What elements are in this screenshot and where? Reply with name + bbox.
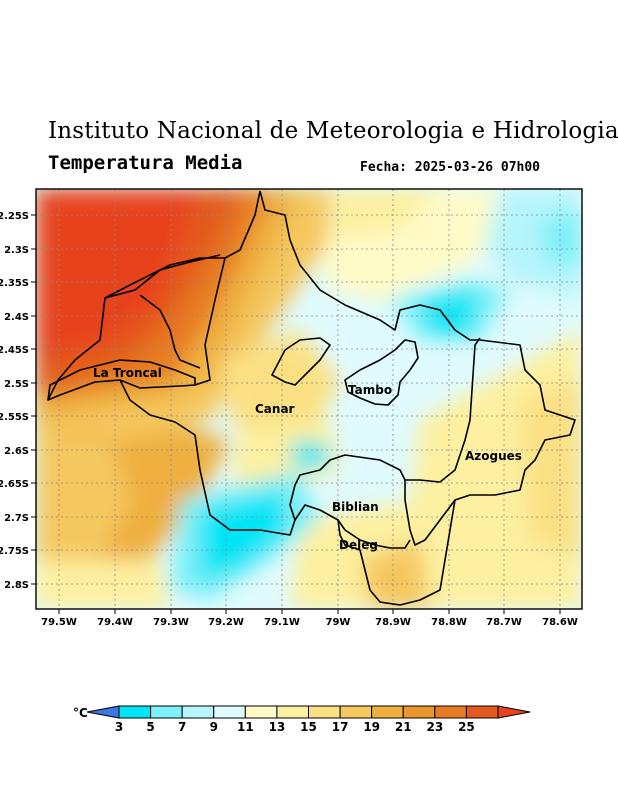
lon-label: 78.6W [542,617,578,628]
place-label-azogues: Azogues [465,449,522,463]
boundary-outer [47,190,261,401]
legend-swatch [371,705,404,719]
lon-label: 78.8W [431,617,467,628]
legend-tick-label: 9 [210,720,218,734]
place-label-canar: Canar [255,402,295,416]
boundary-canar-north [259,190,576,546]
legend-tick-label: 25 [458,720,475,734]
axis-ticks [31,214,561,614]
temperature-field [36,189,582,609]
lon-label: 78.7W [486,617,522,628]
legend-tick-label: 13 [269,720,286,734]
legend-swatch [339,705,373,719]
legend-swatch [434,705,467,719]
lat-label: 2.65S [0,479,29,490]
legend-tick-label: 23 [426,720,443,734]
boundary-la-troncal [47,359,196,401]
legend-swatch [244,705,278,719]
latitude-labels: 2.25S 2.3S 2.35S 2.4S 2.45S 2.5S 2.55S 2… [0,211,29,591]
lon-label: 79.1W [264,617,300,628]
page-title: Instituto Nacional de Meteorologia e Hid… [48,118,618,144]
legend-swatch [181,705,215,719]
boundary-tambo [344,339,419,406]
place-label-biblian: Biblian [332,500,379,514]
map-subtitle: Temperatura Media [48,152,243,174]
legend-tick-label: 15 [300,720,317,734]
legend-tick-label: 17 [332,720,349,734]
boundary-deleg [337,519,411,549]
legend-swatch [402,705,436,719]
date-label: Fecha: 2025-03-26 07h00 [360,160,541,175]
lat-label: 2.75S [0,546,29,557]
boundary-canar-lake [271,337,331,386]
legend-swatch [213,705,246,719]
lat-label: 2.7S [4,513,29,524]
boundary-azogues-south [294,499,456,606]
place-label-la-troncal: La Troncal [93,366,162,380]
lon-label: 79W [326,617,351,628]
legend-arrow-low [86,705,120,719]
legend-tick-label: 19 [363,720,380,734]
legend-tick-label: 7 [178,720,186,734]
lat-label: 2.8S [4,580,29,591]
legend-swatch [118,705,152,719]
boundary-inner-la-troncal-east [139,294,201,369]
place-label-deleg: Deleg [339,538,378,552]
legend-tick-label: 11 [237,720,254,734]
boundary-inner-north [104,254,221,299]
legend-swatch [276,705,309,719]
legend-swatch [465,705,499,719]
place-labels: La Troncal Tambo Canar Azogues Biblian D… [93,366,522,552]
plot-frame [35,188,583,610]
lat-label: 2.5S [4,379,29,390]
lat-label: 2.3S [4,245,29,256]
boundary-western [119,379,406,536]
lat-label: 2.4S [4,312,29,323]
lon-label: 79.2W [208,617,244,628]
color-legend: 3 5 7 9 11 13 15 17 19 21 23 25 °C [73,705,531,734]
lat-label: 2.35S [0,278,29,289]
lon-label: 79.4W [97,617,133,628]
legend-tick-label: 3 [115,720,123,734]
legend-unit: °C [73,706,88,720]
lat-label: 2.6S [4,446,29,457]
canton-boundaries [47,190,576,606]
lon-label: 78.9W [375,617,411,628]
legend-swatch [150,705,183,719]
lon-label: 79.3W [153,617,189,628]
legend-tick-label: 21 [395,720,412,734]
place-label-tambo: Tambo [348,383,392,397]
legend-arrow-high [497,705,531,719]
lat-label: 2.45S [0,345,29,356]
longitude-labels: 79.5W 79.4W 79.3W 79.2W 79.1W 79W 78.9W … [41,617,578,628]
lat-label: 2.55S [0,412,29,423]
lat-label: 2.25S [0,211,29,222]
legend-tick-label: 5 [146,720,154,734]
legend-swatch [308,705,341,719]
lon-label: 79.5W [41,617,77,628]
